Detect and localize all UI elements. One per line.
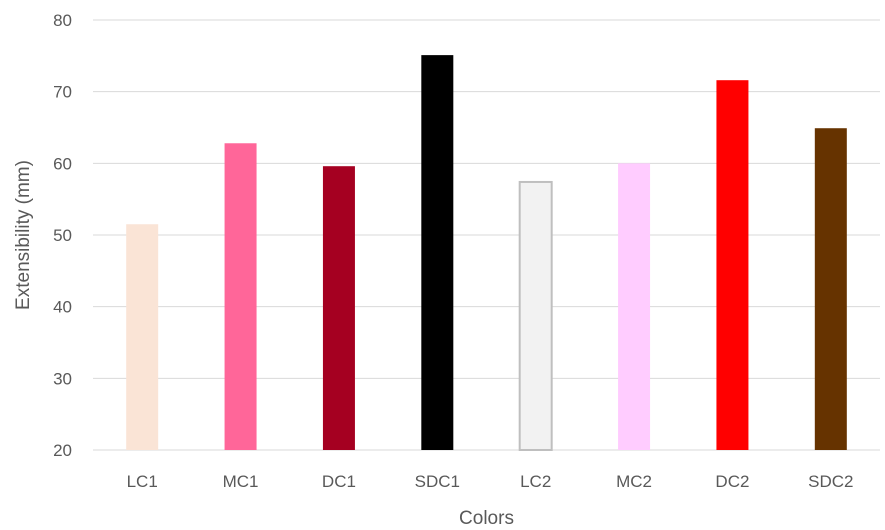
x-tick-label-sdc2: SDC2 (808, 472, 853, 491)
y-tick-label: 50 (53, 226, 72, 245)
x-tick-labels: LC1 MC1 DC1 SDC1 LC2 MC2 DC2 SDC2 (127, 472, 854, 491)
x-tick-label-mc1: MC1 (223, 472, 259, 491)
bar-dc2 (716, 80, 749, 450)
x-tick-label-lc1: LC1 (127, 472, 158, 491)
y-tick-label: 40 (53, 298, 72, 317)
gridlines (93, 19, 880, 451)
x-tick-label-sdc1: SDC1 (415, 472, 460, 491)
y-tick-label: 20 (53, 441, 72, 460)
bar-sdc1 (421, 55, 454, 450)
bar-sdc2 (814, 128, 847, 450)
x-axis-title: Colors (459, 508, 514, 529)
bar-mc2 (618, 163, 651, 451)
y-tick-label: 60 (53, 154, 72, 173)
bar-mc1 (224, 143, 257, 450)
x-tick-label-lc2: LC2 (520, 472, 551, 491)
x-tick-label-mc2: MC2 (616, 472, 652, 491)
bars (126, 55, 847, 451)
y-tick-label: 80 (53, 11, 72, 30)
bar-dc1 (322, 166, 355, 450)
x-tick-label-dc1: DC1 (322, 472, 356, 491)
bar-lc2 (518, 180, 553, 451)
y-tick-label: 70 (53, 83, 72, 102)
y-tick-labels: 20 30 40 50 60 70 80 (53, 11, 72, 460)
y-tick-label: 30 (53, 369, 72, 388)
y-axis-title: Extensibility (mm) (13, 160, 34, 310)
bar-lc1 (126, 224, 159, 450)
x-tick-label-dc2: DC2 (715, 472, 749, 491)
